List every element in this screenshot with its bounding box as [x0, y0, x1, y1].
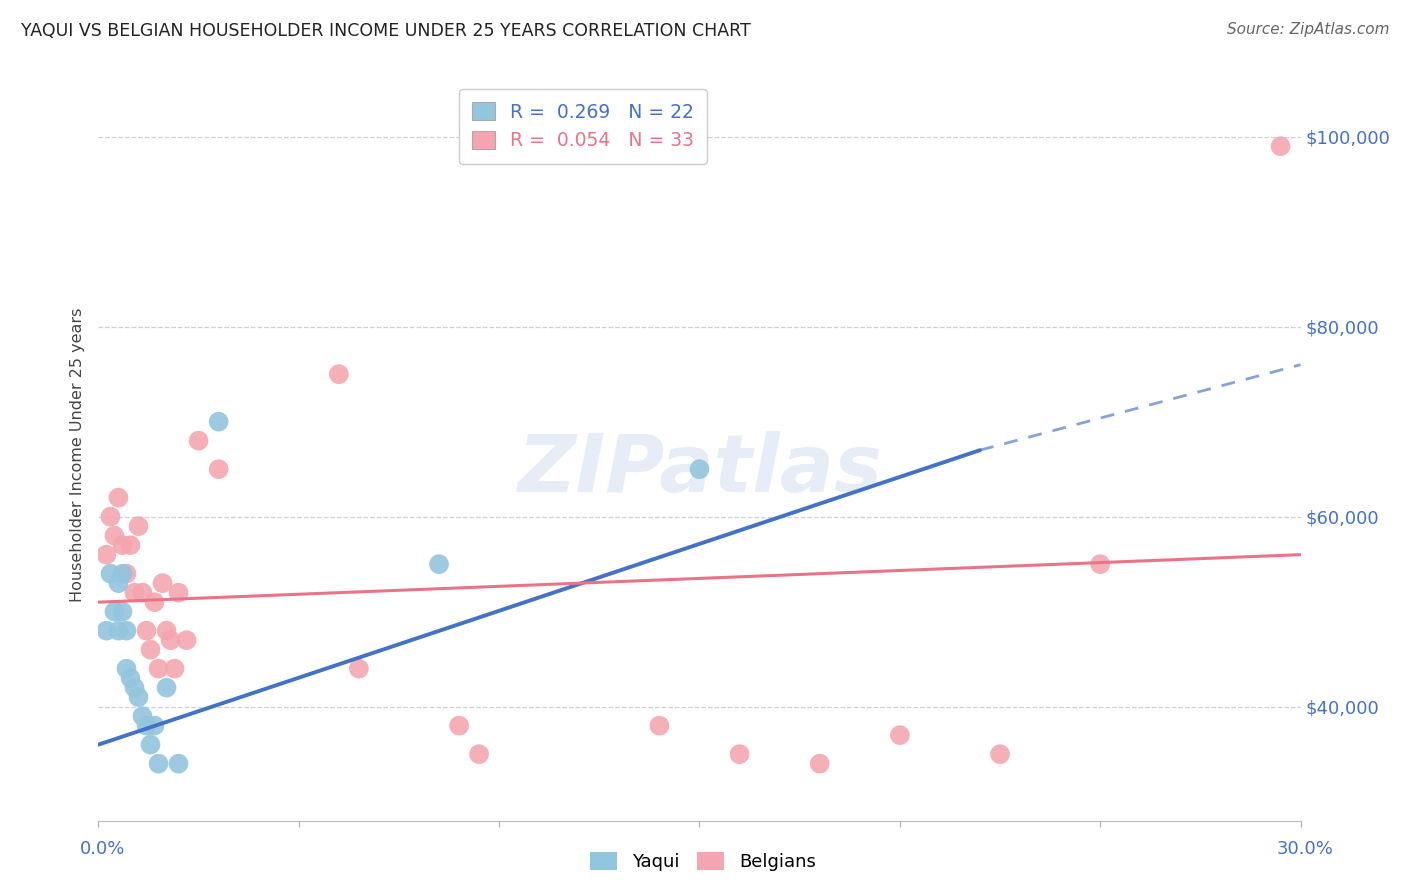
Point	[689, 462, 711, 476]
Point	[143, 595, 166, 609]
Text: YAQUI VS BELGIAN HOUSEHOLDER INCOME UNDER 25 YEARS CORRELATION CHART: YAQUI VS BELGIAN HOUSEHOLDER INCOME UNDE…	[21, 22, 751, 40]
Point	[152, 576, 174, 591]
Point	[128, 519, 150, 533]
Point	[124, 681, 146, 695]
Point	[163, 662, 186, 676]
Point	[131, 585, 153, 599]
Text: 0.0%: 0.0%	[80, 840, 125, 858]
Point	[135, 719, 157, 733]
Point	[143, 719, 166, 733]
Text: Source: ZipAtlas.com: Source: ZipAtlas.com	[1226, 22, 1389, 37]
Point	[889, 728, 911, 742]
Point	[447, 719, 470, 733]
Point	[103, 529, 125, 543]
Point	[155, 624, 177, 638]
Point	[155, 681, 177, 695]
Point	[100, 566, 122, 581]
Point	[208, 415, 231, 429]
Point	[111, 605, 134, 619]
Legend: Yaqui, Belgians: Yaqui, Belgians	[583, 845, 823, 879]
Point	[187, 434, 209, 448]
Point	[107, 624, 129, 638]
Point	[728, 747, 751, 761]
Point	[115, 624, 138, 638]
Point	[96, 624, 118, 638]
Point	[176, 633, 198, 648]
Point	[115, 566, 138, 581]
Point	[139, 642, 162, 657]
Point	[100, 509, 122, 524]
Point	[111, 566, 134, 581]
Point	[131, 709, 153, 723]
Point	[347, 662, 370, 676]
Text: 30.0%: 30.0%	[1277, 840, 1333, 858]
Point	[120, 671, 142, 685]
Point	[96, 548, 118, 562]
Point	[148, 662, 170, 676]
Point	[648, 719, 671, 733]
Point	[124, 585, 146, 599]
Point	[107, 491, 129, 505]
Text: ZIPatlas: ZIPatlas	[517, 431, 882, 508]
Point	[139, 738, 162, 752]
Point	[159, 633, 181, 648]
Point	[107, 576, 129, 591]
Point	[988, 747, 1011, 761]
Point	[468, 747, 491, 761]
Point	[135, 624, 157, 638]
Point	[167, 585, 190, 599]
Point	[103, 605, 125, 619]
Point	[427, 557, 450, 571]
Point	[111, 538, 134, 552]
Point	[167, 756, 190, 771]
Point	[328, 367, 350, 381]
Point	[115, 662, 138, 676]
Point	[1270, 139, 1292, 153]
Point	[120, 538, 142, 552]
Point	[148, 756, 170, 771]
Point	[808, 756, 831, 771]
Point	[1088, 557, 1111, 571]
Legend: R =  0.269   N = 22, R =  0.054   N = 33: R = 0.269 N = 22, R = 0.054 N = 33	[458, 89, 707, 163]
Point	[128, 690, 150, 705]
Point	[208, 462, 231, 476]
Y-axis label: Householder Income Under 25 years: Householder Income Under 25 years	[70, 308, 86, 602]
